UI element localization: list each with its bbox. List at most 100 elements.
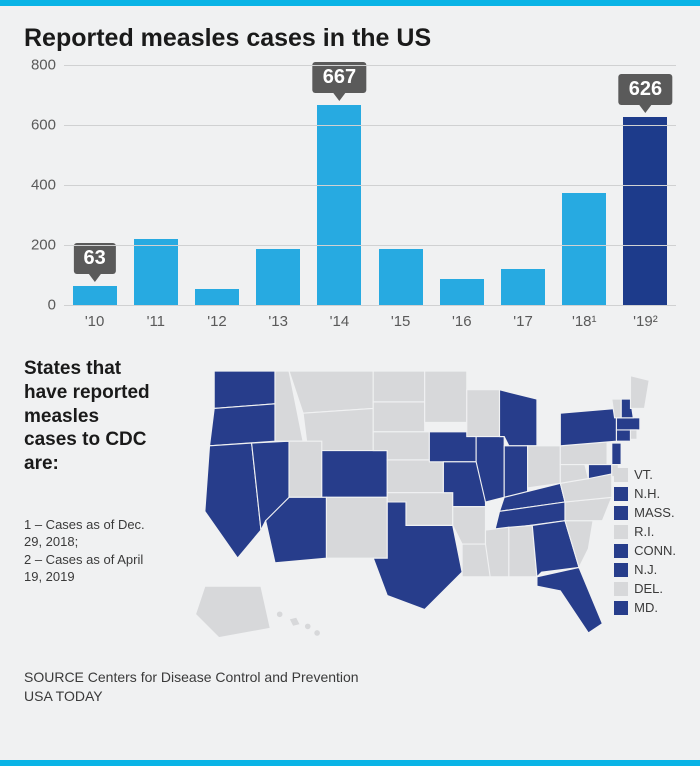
legend-label: CONN. xyxy=(634,543,676,558)
legend-swatch xyxy=(614,525,628,539)
legend-row: VT. xyxy=(614,467,676,482)
state-nd xyxy=(373,371,424,402)
legend-label: N.J. xyxy=(634,562,657,577)
legend-label: R.I. xyxy=(634,524,654,539)
state-ar xyxy=(453,507,486,544)
state-hi-island xyxy=(305,624,311,630)
map-left-column: States that have reported measles cases … xyxy=(24,357,164,652)
y-tick-label: 200 xyxy=(31,237,56,254)
state-mi xyxy=(500,390,537,446)
bar xyxy=(623,117,667,305)
gridline xyxy=(64,185,676,186)
legend-label: DEL. xyxy=(634,581,663,596)
state-hi-island xyxy=(277,611,283,617)
x-tick-label: '14 xyxy=(309,313,370,330)
legend-row: DEL. xyxy=(614,581,676,596)
x-tick-label: '16 xyxy=(431,313,492,330)
x-tick-label: '15 xyxy=(370,313,431,330)
state-ks xyxy=(387,460,443,493)
chart-title: Reported measles cases in the US xyxy=(24,24,676,53)
y-tick-label: 400 xyxy=(31,177,56,194)
legend-swatch xyxy=(614,544,628,558)
legend-swatch xyxy=(614,468,628,482)
y-axis: 0200400600800 xyxy=(24,65,64,305)
legend-row: MASS. xyxy=(614,505,676,520)
bar xyxy=(256,249,300,305)
content-container: Reported measles cases in the US 0 200 400… xyxy=(0,6,700,716)
state-ak xyxy=(195,586,270,637)
footnote-2: 2 – Cases as of April 19, 2019 xyxy=(24,551,156,586)
bar xyxy=(195,289,239,306)
state-ca xyxy=(205,443,261,558)
state-mt xyxy=(289,371,373,413)
gridline xyxy=(64,305,676,306)
x-tick-label: '12 xyxy=(186,313,247,330)
bar xyxy=(379,249,423,305)
legend-swatch xyxy=(614,487,628,501)
state-sd xyxy=(373,402,424,432)
state-wa xyxy=(214,371,275,408)
state-mn xyxy=(425,371,467,422)
footnotes: 1 – Cases as of Dec. 29, 2018; 2 – Cases… xyxy=(24,516,156,586)
state-co xyxy=(322,451,387,498)
bottom-accent-border xyxy=(0,760,700,766)
x-tick-label: '19² xyxy=(615,313,676,330)
map-title: States that have reported measles cases … xyxy=(24,357,156,476)
gridline xyxy=(64,65,676,66)
bar-chart: 0200400600800 63667626 '10'11'12'13'14'1… xyxy=(64,65,676,345)
y-tick-label: 600 xyxy=(31,117,56,134)
x-axis-labels: '10'11'12'13'14'15'16'17'18¹'19² xyxy=(64,313,676,330)
x-tick-label: '13 xyxy=(248,313,309,330)
bar xyxy=(73,286,117,305)
state-ri xyxy=(630,430,637,439)
map-legend: VT. N.H. MASS. R.I. CONN. N.J. DEL. MD. xyxy=(614,467,676,619)
bar-callout: 626 xyxy=(619,74,672,105)
legend-swatch xyxy=(614,563,628,577)
bar-callout: 63 xyxy=(73,243,115,274)
bar xyxy=(317,105,361,305)
legend-swatch xyxy=(614,582,628,596)
us-map xyxy=(164,357,676,647)
bar xyxy=(134,239,178,305)
footnote-1: 1 – Cases as of Dec. 29, 2018; xyxy=(24,516,156,551)
state-hi-island xyxy=(314,630,320,636)
legend-row: R.I. xyxy=(614,524,676,539)
legend-row: MD. xyxy=(614,600,676,615)
state-ny xyxy=(560,408,616,445)
y-tick-label: 0 xyxy=(48,297,56,314)
state-ma xyxy=(616,418,639,430)
map-wrap: VT. N.H. MASS. R.I. CONN. N.J. DEL. MD. xyxy=(164,357,676,652)
plot-area: 63 667 626 xyxy=(64,65,676,305)
bar xyxy=(501,269,545,305)
bar xyxy=(440,279,484,305)
x-tick-label: '11 xyxy=(125,313,186,330)
legend-swatch xyxy=(614,506,628,520)
state-fl xyxy=(537,567,602,632)
state-or xyxy=(210,404,275,446)
legend-row: CONN. xyxy=(614,543,676,558)
state-ct xyxy=(616,430,630,441)
state-nj xyxy=(612,443,621,465)
bar-callout: 667 xyxy=(313,62,366,93)
state-ms xyxy=(485,527,508,577)
state-in xyxy=(504,446,527,497)
legend-row: N.J. xyxy=(614,562,676,577)
state-ut xyxy=(289,441,322,497)
x-tick-label: '10 xyxy=(64,313,125,330)
legend-label: MD. xyxy=(634,600,658,615)
brand-line: USA TODAY xyxy=(24,688,676,704)
state-hi xyxy=(289,617,300,626)
legend-swatch xyxy=(614,601,628,615)
gridline xyxy=(64,245,676,246)
state-me xyxy=(630,376,649,409)
legend-label: N.H. xyxy=(634,486,660,501)
bar xyxy=(562,193,606,305)
state-nm xyxy=(326,497,387,558)
x-tick-label: '17 xyxy=(492,313,553,330)
legend-row: N.H. xyxy=(614,486,676,501)
map-section: States that have reported measles cases … xyxy=(24,357,676,652)
legend-label: MASS. xyxy=(634,505,674,520)
legend-label: VT. xyxy=(634,467,653,482)
state-wi xyxy=(467,390,500,437)
y-tick-label: 800 xyxy=(31,57,56,74)
